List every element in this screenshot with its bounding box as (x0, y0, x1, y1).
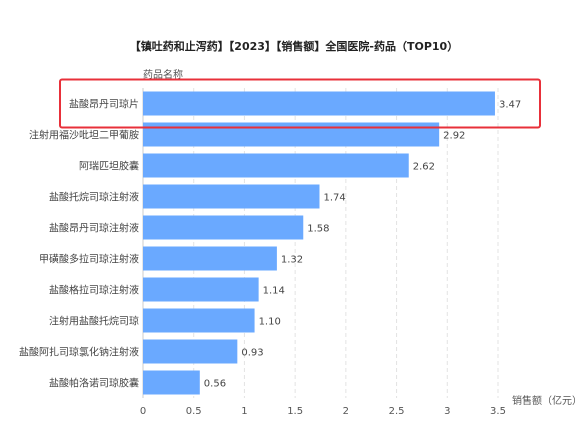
bar[interactable] (143, 308, 255, 333)
category-label: 盐酸昂丹司琼注射液 (49, 222, 139, 235)
category-label: 盐酸托烷司琼注射液 (49, 191, 139, 204)
value-label: 1.74 (323, 193, 345, 204)
x-tick-label: 2.5 (389, 406, 405, 417)
bars-group: 盐酸昂丹司琼片 3.47 注射用福沙吡坦二甲葡胺 2.92 阿瑞匹坦胶囊 2.62 盐酸托烷… (19, 91, 521, 395)
chart-title: 【镇吐药和止泻药】【2023】【销售额】全国医院-药品（TOP10） (130, 39, 458, 53)
x-tick-label: 0.5 (186, 406, 202, 417)
value-label: 1.10 (259, 317, 281, 328)
bar[interactable] (143, 370, 200, 395)
x-tick-label: 3.5 (490, 406, 506, 417)
bar[interactable] (143, 246, 277, 271)
value-label: 0.56 (204, 379, 226, 390)
x-tick-label: 2 (343, 406, 349, 417)
category-label: 注射用盐酸托烷司琼 (49, 315, 139, 328)
bar[interactable] (143, 184, 320, 209)
bar[interactable] (143, 339, 238, 364)
bar[interactable] (143, 153, 409, 178)
x-tick-label: 3 (444, 406, 450, 417)
value-label: 2.92 (443, 131, 465, 142)
value-label: 3.47 (499, 100, 521, 111)
category-label: 盐酸格拉司琼注射液 (49, 284, 139, 297)
category-label: 盐酸阿扎司琼氯化钠注射液 (19, 346, 139, 359)
bar[interactable] (143, 215, 304, 240)
value-label: 1.32 (281, 255, 303, 266)
category-label: 盐酸帕洛诺司琼胶囊 (49, 377, 139, 390)
value-label: 1.14 (263, 286, 285, 297)
bar[interactable] (143, 91, 495, 116)
value-label: 1.58 (307, 224, 329, 235)
x-tick-label: 1.5 (287, 406, 303, 417)
x-tick-label: 1 (241, 406, 247, 417)
value-label: 0.93 (241, 348, 263, 359)
bar[interactable] (143, 277, 259, 302)
category-label: 阿瑞匹坦胶囊 (79, 160, 139, 173)
category-label: 甲磺酸多拉司琼注射液 (39, 253, 139, 266)
category-label: 注射用福沙吡坦二甲葡胺 (29, 129, 139, 142)
x-tick-labels: 0 0.5 1 1.5 2 2.5 3 3.5 (140, 406, 506, 417)
y-axis-title: 药品名称 (143, 68, 183, 81)
bar[interactable] (143, 122, 440, 147)
x-axis-title: 销售额（亿元） (512, 394, 582, 407)
highlight-box (59, 78, 541, 129)
category-label: 盐酸昂丹司琼片 (69, 98, 139, 111)
value-label: 2.62 (413, 162, 435, 173)
x-tick-label: 0 (140, 406, 146, 417)
